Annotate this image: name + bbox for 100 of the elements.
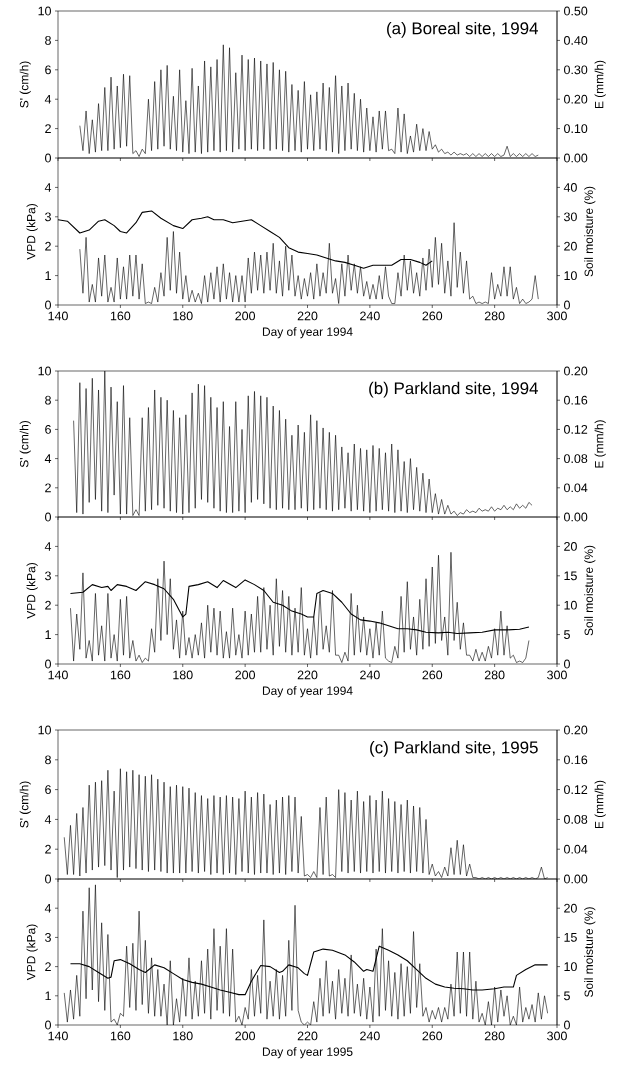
y-axis-title: S' (cm/h) <box>19 421 31 468</box>
x-tick-label: 160 <box>110 311 131 321</box>
y2-axis-title: E (mm/h) <box>594 780 606 829</box>
x-tick-label: 140 <box>48 1031 68 1041</box>
x-tick-label: 140 <box>48 311 68 321</box>
x-tick-label: 280 <box>484 670 505 680</box>
y-axis-title: VPD (kPa) <box>26 204 38 260</box>
x-tick-label: 240 <box>360 1031 380 1041</box>
y-tick-label: 1 <box>45 991 51 1001</box>
y-tick-label: 0 <box>45 512 51 522</box>
y2-tick-label: 10 <box>564 600 577 610</box>
y2-tick-label: 0.12 <box>564 425 588 434</box>
y2-tick-label: 0.40 <box>564 36 588 45</box>
x-tick-label: 260 <box>422 670 443 680</box>
y-tick-label: 10 <box>38 725 51 735</box>
y-axis-title: VPD (kPa) <box>26 563 38 619</box>
x-tick-label: 200 <box>235 1031 256 1041</box>
y2-tick-label: 0.00 <box>564 153 588 163</box>
x-axis-title: Day of year 1994 <box>262 327 353 339</box>
x-axis-title: Day of year 1995 <box>262 1047 353 1059</box>
y-tick-label: 0 <box>45 874 51 884</box>
y-tick-label: 2 <box>45 241 51 251</box>
y-tick-label: 4 <box>44 815 52 824</box>
y2-tick-label: 0.04 <box>564 844 588 854</box>
text: (a) Boreal site, 1994 <box>387 21 538 38</box>
y-tick-label: 4 <box>44 542 52 551</box>
y2-tick-label: 5 <box>564 991 570 1001</box>
y-axis-title: VPD (kPa) <box>26 924 38 981</box>
y2-tick-label: 20 <box>564 542 577 551</box>
y-tick-label: 4 <box>44 454 52 463</box>
y-tick-label: 4 <box>44 183 52 192</box>
x-tick-label: 180 <box>173 311 193 321</box>
y2-tick-label: 15 <box>564 571 577 581</box>
y2-tick-label: 0.00 <box>564 512 588 522</box>
y-tick-label: 2 <box>45 962 51 971</box>
x-tick-label: 280 <box>484 311 505 321</box>
x-tick-label: 200 <box>235 311 256 321</box>
y-tick-label: 1 <box>45 630 51 639</box>
y2-tick-label: 20 <box>564 903 577 913</box>
y-tick-label: 10 <box>38 366 51 376</box>
y2-tick-label: 0.08 <box>564 815 588 824</box>
x-tick-label: 240 <box>360 670 380 680</box>
y2-tick-label: 0.16 <box>564 395 588 405</box>
y2-tick-label: 0.50 <box>564 6 588 16</box>
x-tick-label: 140 <box>48 670 68 680</box>
x-tick-label: 240 <box>360 311 380 321</box>
y2-tick-label: 0 <box>564 1020 570 1030</box>
y2-tick-label: 20 <box>564 241 577 251</box>
y2-tick-label: 0.04 <box>564 483 588 493</box>
y-tick-label: 2 <box>45 844 51 854</box>
y2-tick-label: 0.20 <box>564 94 588 104</box>
y2-axis-title: Soil moisture (%) <box>584 186 596 277</box>
x-tick-label: 260 <box>422 1031 443 1041</box>
text: (c) Parkland site, 1995 <box>370 740 538 757</box>
y-tick-label: 4 <box>44 903 52 913</box>
y-tick-label: 10 <box>38 6 51 16</box>
y2-tick-label: 0.10 <box>564 124 588 134</box>
y2-tick-label: 10 <box>564 962 577 972</box>
x-tick-label: 260 <box>422 311 443 321</box>
y2-tick-label: 0.20 <box>564 725 588 735</box>
y2-axis-title: E (mm/h) <box>594 60 606 109</box>
y-tick-label: 0 <box>45 659 51 669</box>
y2-tick-label: 0.00 <box>564 874 588 884</box>
y2-tick-label: 0.08 <box>564 454 588 464</box>
y-tick-label: 0 <box>45 300 51 310</box>
y2-tick-label: 0.12 <box>564 785 588 795</box>
y2-axis-title: Soil moisture (%) <box>584 907 596 997</box>
x-tick-label: 160 <box>110 670 131 680</box>
y-tick-label: 6 <box>45 785 51 795</box>
y2-axis-title: E (mm/h) <box>594 420 606 468</box>
y2-axis-title: Soil moisture (%) <box>584 545 596 636</box>
y-tick-label: 2 <box>45 483 51 493</box>
x-tick-label: 180 <box>173 670 193 680</box>
y-tick-label: 3 <box>45 571 51 581</box>
y-tick-label: 8 <box>45 395 51 405</box>
y2-tick-label: 0 <box>564 659 570 669</box>
x-tick-label: 280 <box>484 1031 505 1041</box>
x-tick-label: 220 <box>297 1031 318 1041</box>
y-tick-label: 1 <box>45 271 51 280</box>
x-tick-label: 160 <box>110 1031 131 1041</box>
y2-tick-label: 0.30 <box>564 65 588 75</box>
x-tick-label: 220 <box>297 670 318 680</box>
y-tick-label: 6 <box>45 65 51 75</box>
text: (b) Parkland site, 1994 <box>369 381 538 398</box>
x-tick-label: 300 <box>547 670 567 680</box>
x-tick-label: 180 <box>173 1031 193 1041</box>
y-tick-label: 3 <box>45 933 51 942</box>
y-tick-label: 8 <box>45 36 51 45</box>
y-tick-label: 3 <box>45 212 51 222</box>
y2-tick-label: 0 <box>564 300 570 310</box>
y2-tick-label: 40 <box>563 183 577 192</box>
y-tick-label: 4 <box>44 94 52 104</box>
y2-tick-label: 30 <box>563 212 577 222</box>
y2-tick-label: 5 <box>564 630 570 639</box>
y2-tick-label: 15 <box>564 933 577 942</box>
y2-tick-label: 0.16 <box>564 755 588 765</box>
x-tick-label: 200 <box>235 670 256 680</box>
y-axis-title: S' (cm/h) <box>19 61 31 108</box>
y2-tick-label: 0.20 <box>564 366 588 376</box>
y-tick-label: 0 <box>45 1020 51 1030</box>
